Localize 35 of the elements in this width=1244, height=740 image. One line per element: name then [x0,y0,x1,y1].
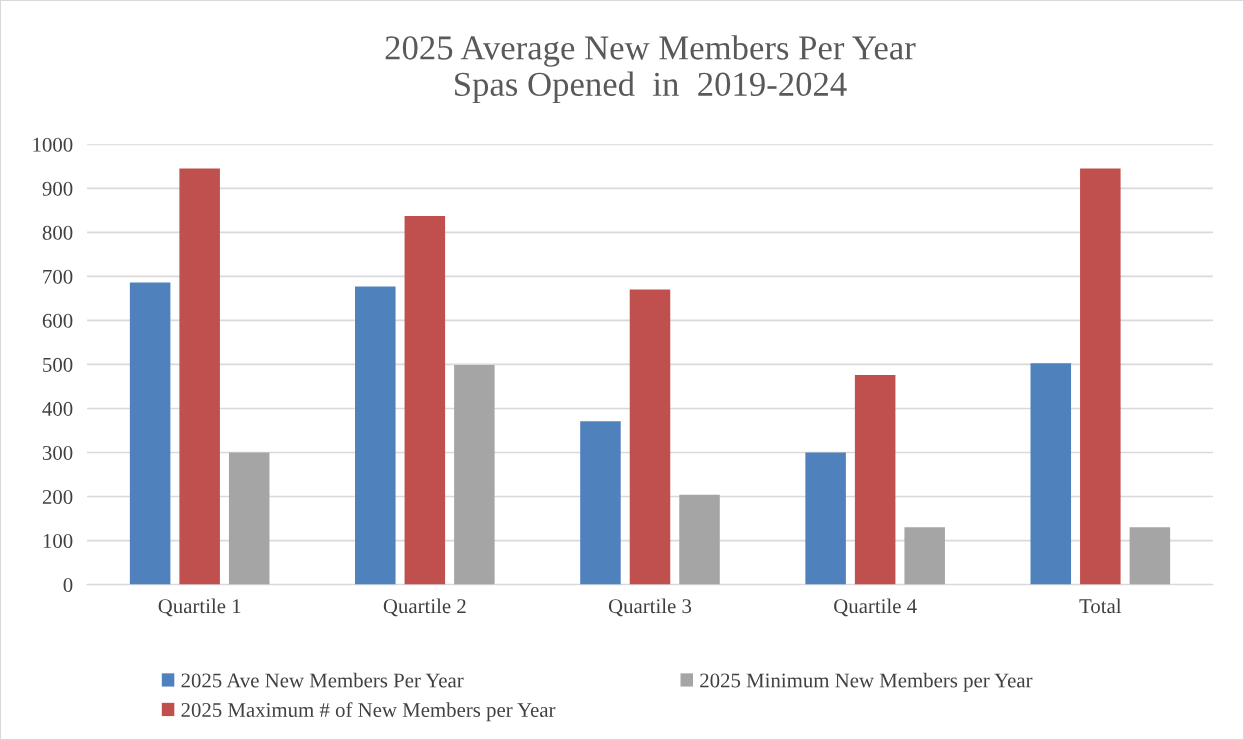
y-tick-label: 800 [42,225,73,240]
bar [228,452,270,585]
bar [179,168,220,585]
bar [355,286,396,585]
y-tick-label: 600 [42,313,73,328]
y-tick-label: 100 [43,533,73,548]
bar [1129,527,1171,585]
chart-title: 2025 Average New Members Per Year Spas Opened in 2019-2024 [385,35,916,104]
bar [805,452,846,585]
legend-label: 2025 Maximum # of New Members per Year [181,702,556,722]
bar [404,216,446,585]
bar [580,421,621,585]
x-tick-label: Quartile 3 [608,598,692,617]
x-tick-label: Total [1079,598,1122,614]
x-tick-label: Quartile 1 [158,598,241,617]
x-tick-label: Quartile 4 [834,598,917,617]
bar [629,289,671,585]
bar [129,282,171,585]
bar [1030,363,1072,585]
y-tick-label: 300 [42,445,73,460]
y-tick-label: 1000 [33,137,73,152]
y-tick-label: 500 [43,357,73,372]
y-tick-label: 400 [42,401,73,416]
y-tick-label: 200 [42,489,73,504]
bar [1080,168,1121,585]
bar [454,364,495,585]
legend-label: 2025 Ave New Members Per Year [181,672,464,688]
x-tick-label: Quartile 2 [383,598,466,617]
bar [854,375,896,585]
legend-label: 2025 Minimum New Members per Year [700,672,1033,692]
y-tick-label: 0 [63,577,73,593]
y-tick-label: 900 [42,181,73,196]
y-tick-label: 700 [43,269,73,284]
bar [679,494,720,585]
bar [904,527,945,585]
